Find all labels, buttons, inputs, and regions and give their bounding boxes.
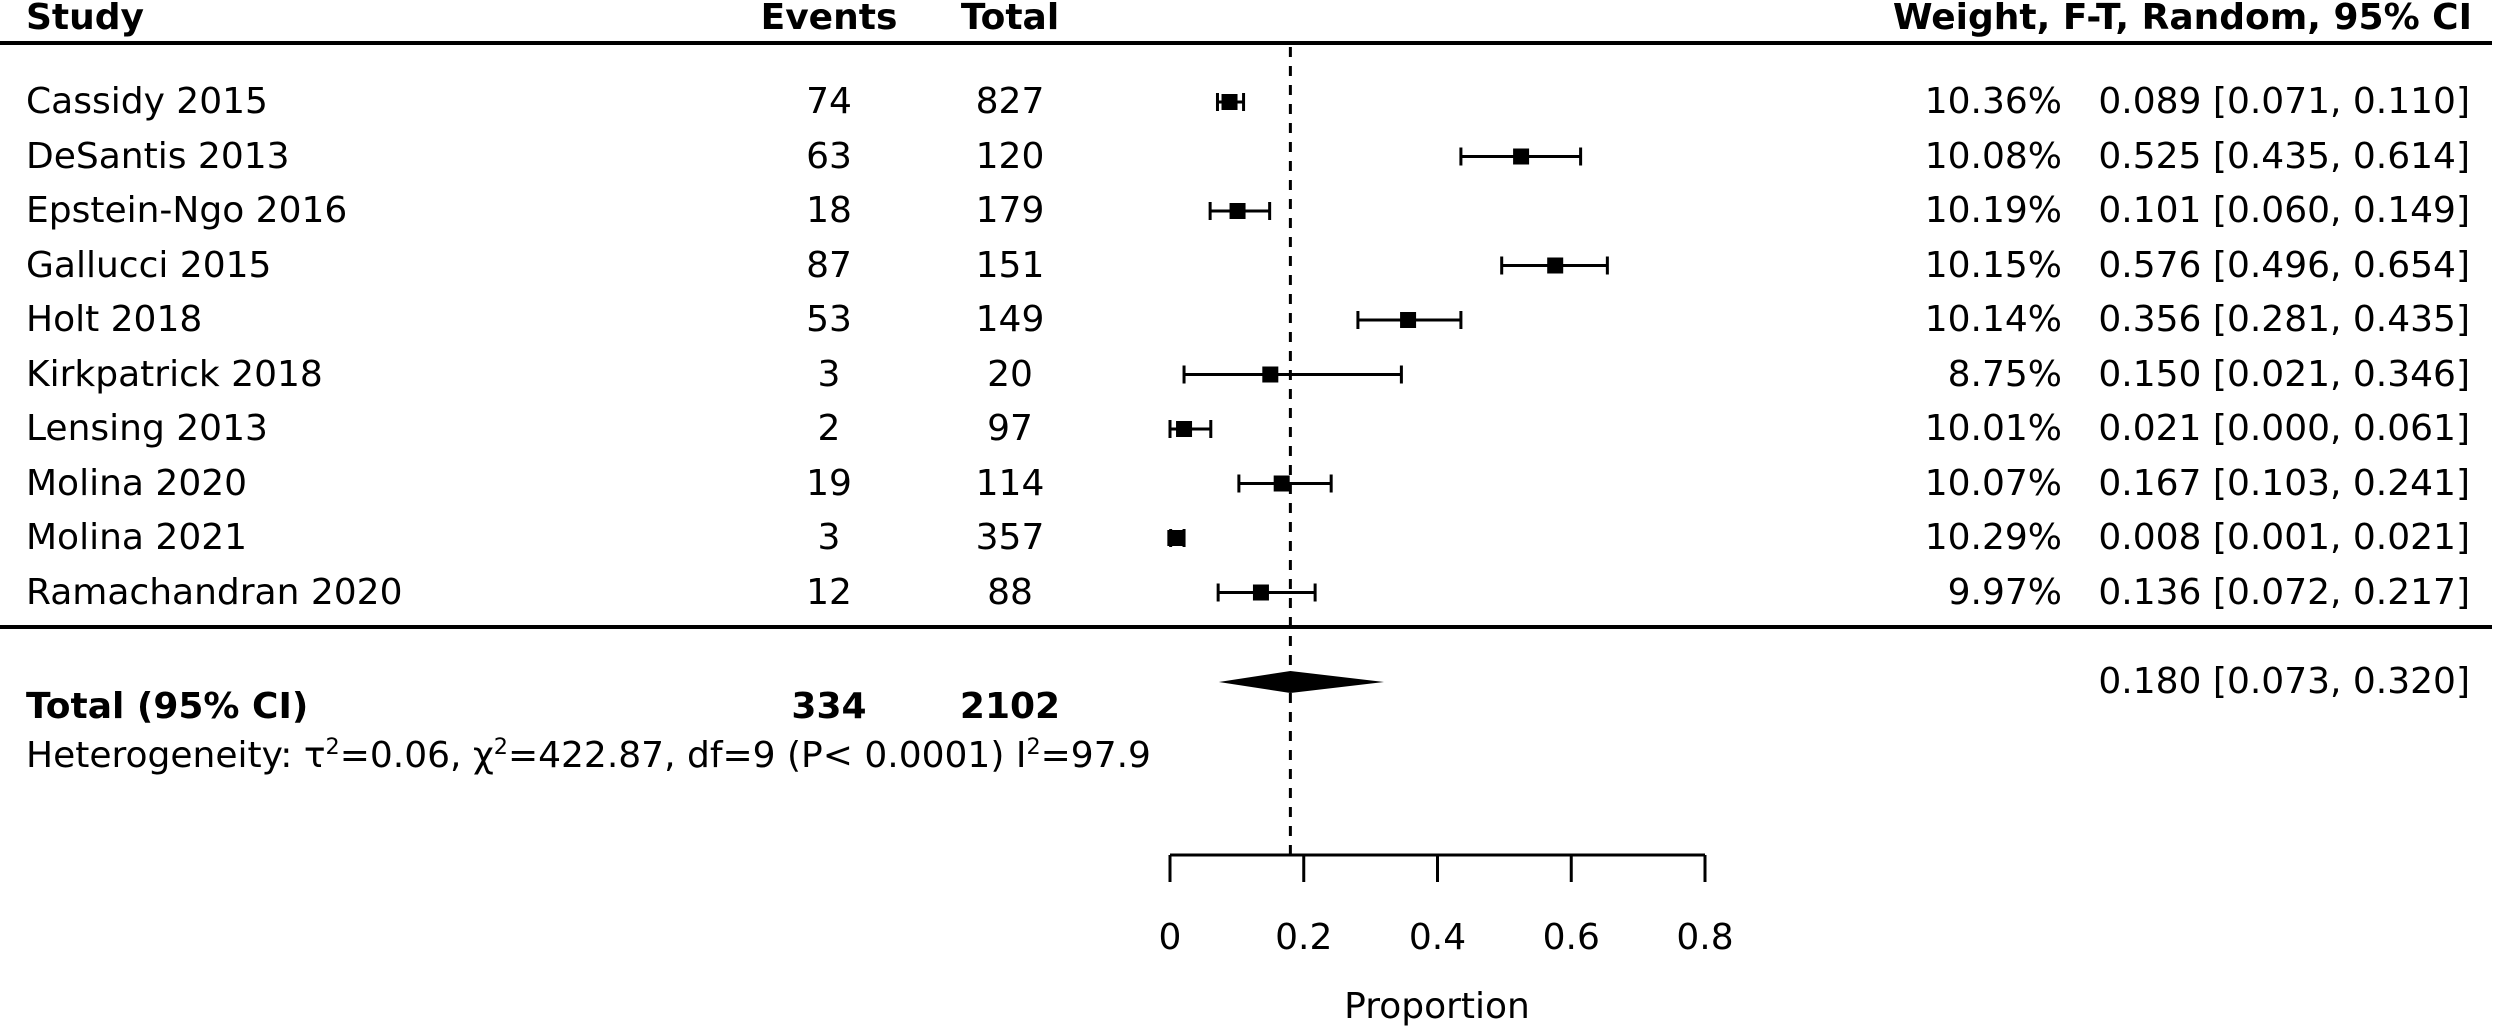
estimate-square <box>1252 584 1269 601</box>
header-rule <box>0 41 2492 45</box>
axis-tick-label: 0.4 <box>1408 917 1467 958</box>
column-header-study: Study <box>26 0 145 38</box>
weight-value: 8.75% <box>1947 353 2062 395</box>
events-value: 19 <box>806 462 852 504</box>
study-name: Ramachandran 2020 <box>26 571 403 613</box>
summary-rule <box>0 625 2492 629</box>
summary-label: Total (95% CI) <box>26 686 309 727</box>
estimate-square <box>1167 530 1184 546</box>
estimate-ci-value: 0.101 [0.060, 0.149] <box>2098 190 2470 231</box>
weight-value: 10.19% <box>1924 190 2062 231</box>
estimate-square <box>1547 257 1564 274</box>
weight-value: 10.01% <box>1924 408 2062 449</box>
estimate-square <box>1400 312 1417 328</box>
estimate-ci-value: 0.136 [0.072, 0.217] <box>2098 571 2470 613</box>
events-value: 53 <box>806 299 852 340</box>
weight-value: 10.15% <box>1924 244 2062 286</box>
axis-tick-label: 0.2 <box>1275 917 1333 958</box>
estimate-ci-value: 0.167 [0.103, 0.241] <box>2098 462 2470 504</box>
total-value: 114 <box>975 462 1045 504</box>
study-name: Epstein-Ngo 2016 <box>26 190 348 231</box>
total-value: 149 <box>975 299 1045 340</box>
axis-tick-label: 0 <box>1158 917 1182 958</box>
total-value: 120 <box>975 135 1045 177</box>
events-value: 87 <box>806 244 852 286</box>
summary-events-value: 334 <box>791 686 867 727</box>
total-value: 357 <box>975 517 1045 558</box>
estimate-ci-value: 0.008 [0.001, 0.021] <box>2098 517 2470 558</box>
events-value: 3 <box>817 353 841 395</box>
total-value: 151 <box>975 244 1045 286</box>
total-value: 179 <box>975 190 1045 231</box>
estimate-ci-value: 0.356 [0.281, 0.435] <box>2098 299 2470 340</box>
events-value: 18 <box>806 190 852 231</box>
events-value: 2 <box>817 408 841 449</box>
total-value: 827 <box>975 81 1045 122</box>
estimate-square <box>1513 148 1530 165</box>
weight-value: 10.07% <box>1924 462 2062 504</box>
estimate-ci-value: 0.089 [0.071, 0.110] <box>2098 81 2470 122</box>
weight-value: 10.14% <box>1924 299 2062 340</box>
column-header-events: Events <box>760 0 898 38</box>
estimate-square <box>1229 203 1246 219</box>
study-name: Gallucci 2015 <box>26 244 272 286</box>
column-header-total: Total <box>960 0 1060 38</box>
estimate-square <box>1176 421 1193 437</box>
superscript: 2 <box>493 734 508 760</box>
weight-value: 9.97% <box>1947 571 2062 613</box>
axis-title: Proportion <box>1344 986 1530 1027</box>
events-value: 12 <box>806 571 852 613</box>
total-value: 88 <box>987 571 1033 613</box>
axis-tick-label: 0.6 <box>1542 917 1600 958</box>
study-name: Kirkpatrick 2018 <box>26 353 323 395</box>
axis-tick-label: 0.8 <box>1676 917 1734 958</box>
estimate-square <box>1273 475 1290 492</box>
study-name: Molina 2020 <box>26 462 248 504</box>
events-value: 3 <box>817 517 841 558</box>
superscript: 2 <box>1026 734 1041 760</box>
summary-diamond <box>1218 671 1384 693</box>
study-name: Lensing 2013 <box>26 408 268 449</box>
estimate-ci-value: 0.150 [0.021, 0.346] <box>2098 353 2470 395</box>
weight-value: 10.08% <box>1924 135 2062 177</box>
heterogeneity-text: Heterogeneity: τ2=0.06, χ2=422.87, df=9 … <box>26 734 1151 776</box>
summary-total-value: 2102 <box>959 686 1061 727</box>
estimate-ci-value: 0.576 [0.496, 0.654] <box>2098 244 2470 286</box>
events-value: 63 <box>806 135 852 177</box>
study-name: Molina 2021 <box>26 517 248 558</box>
study-name: Cassidy 2015 <box>26 81 268 122</box>
events-value: 74 <box>806 81 852 122</box>
study-name: DeSantis 2013 <box>26 135 290 177</box>
column-header-weight-ci: Weight, F-T, Random, 95% CI <box>1892 0 2472 38</box>
estimate-square <box>1221 94 1238 110</box>
weight-value: 10.36% <box>1924 81 2062 122</box>
estimate-ci-value: 0.525 [0.435, 0.614] <box>2098 135 2470 177</box>
total-value: 20 <box>987 353 1033 395</box>
superscript: 2 <box>325 734 340 760</box>
summary-ci-value: 0.180 [0.073, 0.320] <box>2098 661 2470 702</box>
weight-value: 10.29% <box>1924 517 2062 558</box>
estimate-ci-value: 0.021 [0.000, 0.061] <box>2098 408 2470 449</box>
estimate-square <box>1262 366 1279 383</box>
total-value: 97 <box>987 408 1033 449</box>
study-name: Holt 2018 <box>26 299 203 340</box>
